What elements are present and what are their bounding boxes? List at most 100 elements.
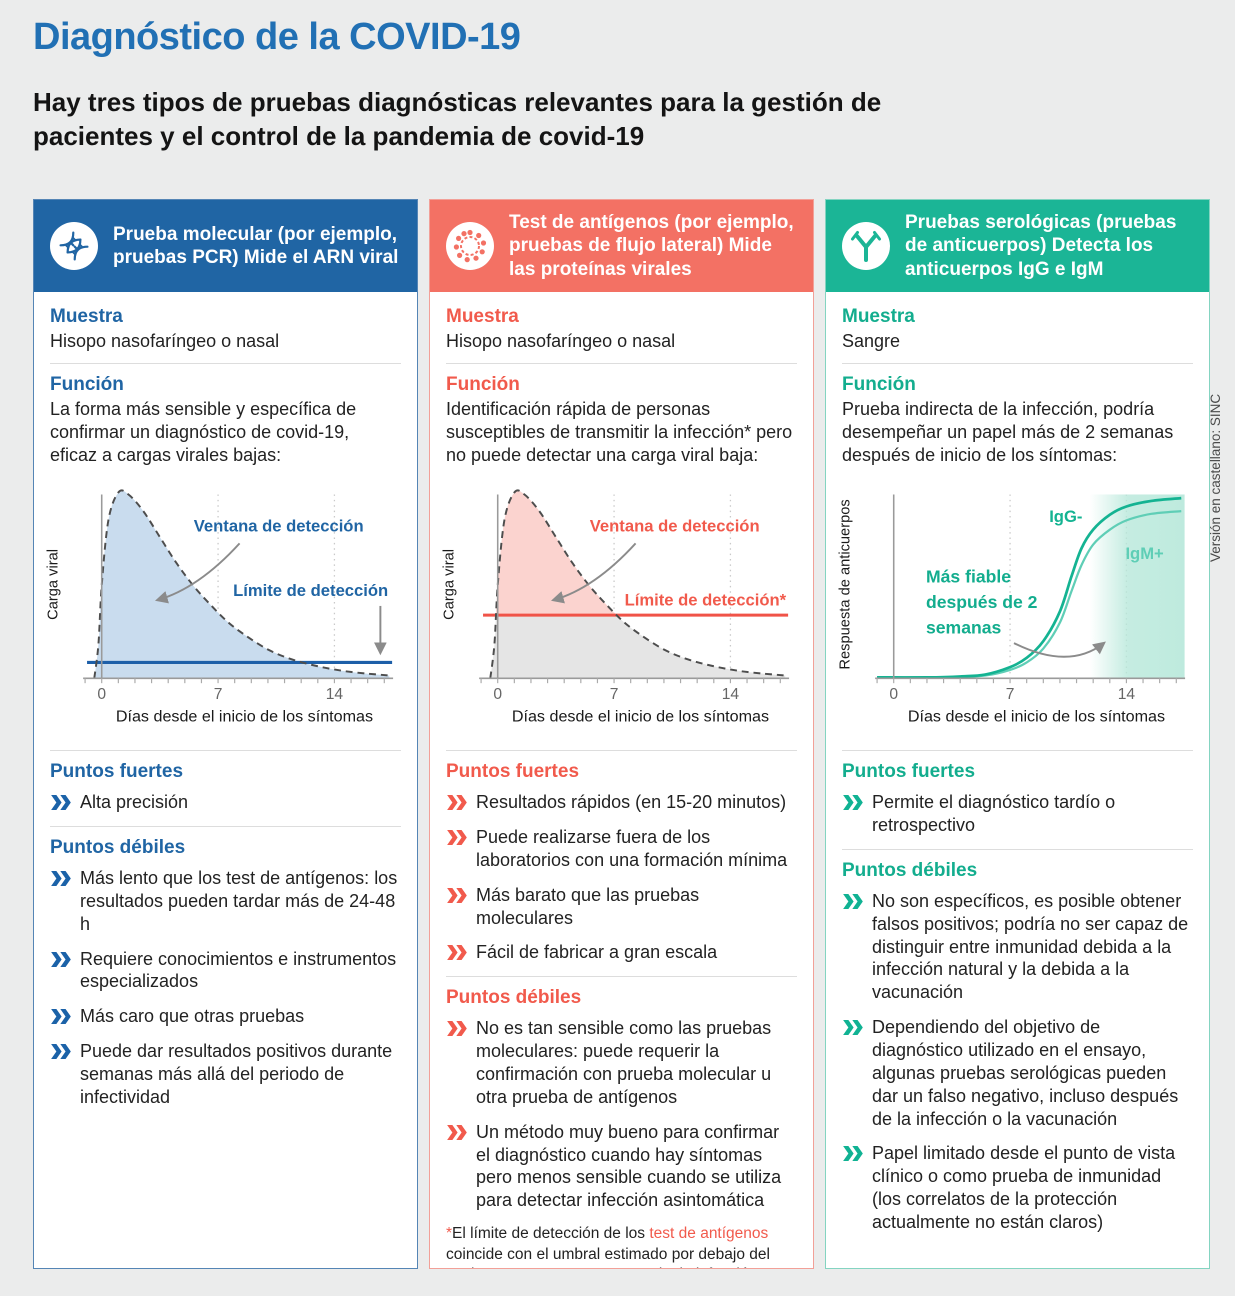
version-side-note: Versión en castellano: SINC <box>1208 393 1223 562</box>
list-item-text: Un método muy bueno para confirmar el di… <box>476 1121 782 1211</box>
chart-svg: Ventana de detección Límite de detección 0… <box>46 489 394 725</box>
double-chevron-icon <box>51 1009 71 1025</box>
list-item-text: Permite el diagnóstico tardío o retrospe… <box>872 792 1116 835</box>
list-item-text: Puede dar resultados positivos durante s… <box>80 1041 393 1107</box>
puntos-debiles-label: Puntos débiles <box>50 836 186 858</box>
list-item-text: Más lento que los test de antígenos: los… <box>80 867 398 934</box>
list-item: Alta precisión <box>50 791 401 814</box>
double-chevron-icon <box>447 945 467 961</box>
antibody-icon <box>842 222 890 270</box>
funcion-label: Función <box>842 374 916 396</box>
list-item: Puede dar resultados positivos durante s… <box>50 1040 401 1109</box>
svg-text:IgG-: IgG- <box>1049 507 1082 526</box>
puntos-fuertes-list: Permite el diagnóstico tardío o retrospe… <box>842 791 1193 837</box>
svg-text:Más fiable: Más fiable <box>926 567 1011 587</box>
puntos-debiles-list: No es tan sensible como las pruebas mole… <box>446 1017 797 1212</box>
svg-text:después de 2: después de 2 <box>926 592 1038 612</box>
svg-text:Días desde el inicio de los sí: Días desde el inicio de los síntomas <box>908 707 1165 725</box>
double-chevron-icon <box>447 1021 467 1037</box>
puntos-fuertes-label: Puntos fuertes <box>50 761 184 783</box>
card-header-molecular: Prueba molecular (por ejemplo, pruebas P… <box>34 200 417 292</box>
svg-text:IgM+: IgM+ <box>1125 544 1164 563</box>
list-item: No son específicos, es posible obtener f… <box>842 890 1193 1004</box>
divider <box>446 976 797 978</box>
card-header-serologia: Pruebas serológicas (pruebas de anticuer… <box>826 200 1209 292</box>
chart-svg: Ventana de detección Límite de detección*… <box>442 489 790 725</box>
card-header-antigenos: Test de antígenos (por ejemplo, pruebas … <box>430 200 813 292</box>
svg-text:Límite de detección*: Límite de detección* <box>625 590 787 609</box>
divider <box>842 848 1193 850</box>
puntos-fuertes-list: Resultados rápidos (en 15-20 minutos) Pu… <box>446 791 797 964</box>
svg-text:Carga viral: Carga viral <box>46 549 62 620</box>
antigen-footnote: *El límite de detección de los test de a… <box>446 1224 797 1268</box>
list-item: Resultados rápidos (en 15-20 minutos) <box>446 791 797 814</box>
footnote-star: * <box>446 1225 453 1243</box>
funcion-value: Identificación rápida de personas suscep… <box>446 399 793 466</box>
double-chevron-icon <box>447 795 467 811</box>
list-item-text: Fácil de fabricar a gran escala <box>476 942 718 963</box>
divider <box>50 825 401 827</box>
double-chevron-icon <box>843 1020 863 1036</box>
double-chevron-icon <box>843 795 863 811</box>
list-item-text: Dependiendo del objetivo de diagnóstico … <box>872 1017 1179 1129</box>
page-subtitle: Hay tres tipos de pruebas diagnósticas r… <box>33 87 882 152</box>
list-item-text: Alta precisión <box>80 792 189 813</box>
svg-text:semanas: semanas <box>926 617 1002 637</box>
list-item: Fácil de fabricar a gran escala <box>446 941 797 964</box>
footnote-post: coincide con el umbral estimado por deba… <box>446 1245 770 1268</box>
double-chevron-icon <box>51 1044 71 1060</box>
dna-icon <box>50 222 98 270</box>
puntos-debiles-list: Más lento que los test de antígenos: los… <box>50 867 401 1109</box>
muestra-label: Muestra <box>842 306 915 327</box>
list-item: Un método muy bueno para confirmar el di… <box>446 1121 797 1212</box>
puntos-debiles-label: Puntos débiles <box>842 859 978 881</box>
double-chevron-icon <box>843 1146 863 1162</box>
svg-text:0: 0 <box>97 686 106 703</box>
svg-text:0: 0 <box>493 686 502 703</box>
puntos-fuertes-list: Alta precisión <box>50 791 401 814</box>
svg-text:Límite de detección: Límite de detección <box>233 581 388 600</box>
double-chevron-icon <box>447 1124 467 1140</box>
divider <box>446 363 797 365</box>
list-item-text: Más caro que otras pruebas <box>80 1006 305 1027</box>
double-chevron-icon <box>447 829 467 845</box>
list-item: Puede realizarse fuera de los laboratori… <box>446 826 797 872</box>
funcion-value: La forma más sensible y específica de co… <box>50 399 357 466</box>
list-item-text: No es tan sensible como las pruebas mole… <box>476 1018 772 1107</box>
double-chevron-icon <box>447 887 467 903</box>
cards-row: Prueba molecular (por ejemplo, pruebas P… <box>33 199 1210 1269</box>
page-title: Diagnóstico de la COVID-19 <box>33 16 521 58</box>
list-item-text: Más barato que las pruebas moleculares <box>476 884 700 928</box>
muestra-label: Muestra <box>446 306 519 327</box>
antibody-response-chart: Más fiable después de 2 semanas IgG- IgM+ 0 7 1… <box>836 471 1193 740</box>
double-chevron-icon <box>51 951 71 967</box>
svg-text:14: 14 <box>326 686 344 703</box>
funcion-value: Prueba indirecta de la infección, podría… <box>842 399 1174 466</box>
footnote-pre: El límite de detección de los <box>452 1225 650 1243</box>
viral-load-chart-antigenos: Ventana de detección Límite de detección*… <box>440 471 797 740</box>
footnote-accent: test de antígenos <box>649 1225 769 1243</box>
svg-text:14: 14 <box>1118 686 1136 703</box>
divider <box>50 750 401 752</box>
card-pruebas-serologicas: Pruebas serológicas (pruebas de anticuer… <box>825 199 1210 1269</box>
double-chevron-icon <box>843 893 863 909</box>
puntos-fuertes-label: Puntos fuertes <box>842 761 976 783</box>
list-item: No es tan sensible como las pruebas mole… <box>446 1017 797 1108</box>
card-title-antigenos: Test de antígenos (por ejemplo, pruebas … <box>509 212 794 280</box>
svg-text:0: 0 <box>889 686 898 703</box>
list-item: Más barato que las pruebas moleculares <box>446 884 797 930</box>
list-item-text: Resultados rápidos (en 15-20 minutos) <box>476 792 787 813</box>
divider <box>50 363 401 365</box>
list-item-text: No son específicos, es posible obtener f… <box>872 890 1189 1003</box>
divider <box>842 750 1193 752</box>
svg-text:Días desde el inicio de los sí: Días desde el inicio de los síntomas <box>512 707 769 725</box>
list-item: Papel limitado desde el punto de vista c… <box>842 1142 1193 1233</box>
card-title-serologia: Pruebas serológicas (pruebas de anticuer… <box>905 212 1177 280</box>
divider <box>842 363 1193 365</box>
list-item-text: Papel limitado desde el punto de vista c… <box>872 1143 1176 1233</box>
svg-text:Respuesta de anticuerpos: Respuesta de anticuerpos <box>838 499 854 669</box>
puntos-fuertes-label: Puntos fuertes <box>446 761 580 783</box>
svg-text:7: 7 <box>214 686 223 703</box>
svg-text:Carga viral: Carga viral <box>442 549 458 620</box>
svg-text:Ventana de detección: Ventana de detección <box>194 517 364 536</box>
